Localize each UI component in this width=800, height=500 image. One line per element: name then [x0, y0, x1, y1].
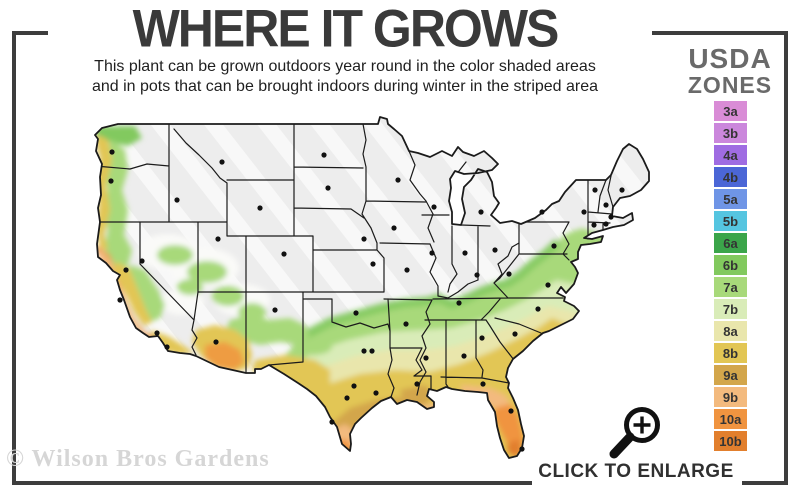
frame-bottom-left — [12, 481, 532, 485]
frame-right — [784, 31, 788, 485]
legend-zones: 3a 3b 4a 4b 5a 5b 6a 6b 7a 7b 8a 8b 9a 9b 10a 10b — [714, 101, 747, 453]
header: WHERE IT GROWS This plant can be grown o… — [30, 2, 660, 98]
legend-zone-chip: 5a — [714, 189, 747, 209]
legend-zone-chip: 7b — [714, 299, 747, 319]
magnifier-zoom-icon[interactable] — [604, 402, 668, 462]
state-borders — [95, 123, 614, 398]
subtitle: This plant can be grown outdoors year ro… — [30, 57, 660, 98]
city-dots — [108, 149, 625, 452]
legend-zone-chip: 6b — [714, 255, 747, 275]
frame-top-left — [12, 31, 48, 35]
legend-zone-chip: 3a — [714, 101, 747, 121]
subtitle-line-2: and in pots that can be brought indoors … — [91, 78, 599, 96]
legend-zone-chip: 9b — [714, 387, 747, 407]
legend-zone-chip: 9a — [714, 365, 747, 385]
subtitle-line-1: This plant can be grown outdoors year ro… — [94, 58, 596, 75]
legend-title-usda: USDA — [688, 43, 772, 74]
legend-zone-chip: 4a — [714, 145, 747, 165]
legend-zone-chip: 7a — [714, 277, 747, 297]
legend-title: USDA ZONES — [676, 44, 784, 98]
legend-zone-chip: 5b — [714, 211, 747, 231]
legend-zone-chip: 8b — [714, 343, 747, 363]
legend-zone-chip: 3b — [714, 123, 747, 143]
legend-zone-chip: 10a — [714, 409, 747, 429]
watermark: © Wilson Bros Gardens — [6, 446, 270, 472]
page-title: WHERE IT GROWS — [132, 0, 560, 59]
legend-zone-chip: 6a — [714, 233, 747, 253]
legend-zone-chip: 4b — [714, 167, 747, 187]
legend-title-zones: ZONES — [687, 72, 773, 99]
click-to-enlarge-label[interactable]: CLICK TO ENLARGE — [538, 461, 734, 482]
us-outline — [94, 116, 650, 459]
frame-left — [12, 31, 16, 485]
legend-zone-chip: 8a — [714, 321, 747, 341]
legend-zone-chip: 10b — [714, 431, 747, 451]
frame-bottom-right — [742, 481, 788, 485]
frame-top-right — [652, 31, 788, 35]
